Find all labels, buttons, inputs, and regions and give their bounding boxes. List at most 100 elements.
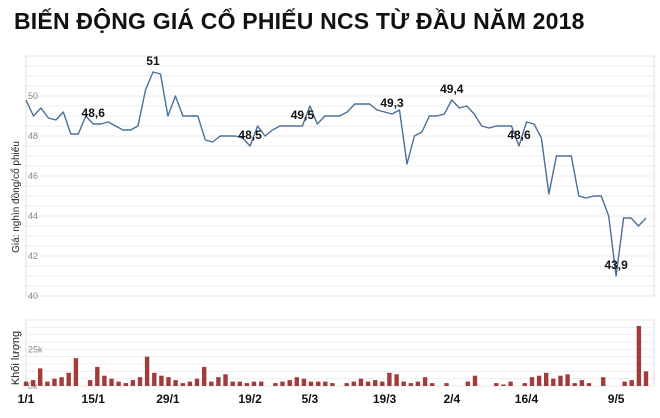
volume-bar	[444, 383, 449, 386]
volume-bar	[373, 380, 378, 386]
volume-bar	[643, 371, 649, 386]
volume-bar	[287, 380, 292, 386]
volume-bar	[387, 372, 392, 386]
volume-bar	[565, 374, 570, 386]
price-grid	[25, 55, 655, 297]
volume-bar	[323, 381, 328, 386]
volume-bar	[316, 381, 321, 386]
volume-bar	[230, 381, 235, 386]
x-tick-label: 19/3	[373, 392, 397, 406]
volume-bar	[622, 381, 627, 386]
volume-bar	[95, 366, 100, 386]
volume-bar	[38, 368, 43, 386]
volume-bar	[109, 378, 114, 386]
volume-bar	[579, 380, 585, 386]
volume-bar	[216, 377, 221, 386]
volume-bar	[422, 377, 428, 386]
volume-bar	[551, 378, 556, 386]
volume-bar	[144, 356, 150, 386]
volume-bar	[130, 380, 136, 386]
price-y-tick-label: 40	[28, 291, 38, 301]
volume-bar	[259, 381, 264, 386]
volume-bar	[344, 383, 349, 386]
x-tick-label: 2/4	[443, 392, 460, 406]
volume-bar	[544, 372, 549, 386]
volume-bar	[52, 378, 57, 386]
chart-title: BIẾN ĐỘNG GIÁ CỔ PHIẾU NCS TỪ ĐẦU NĂM 20…	[14, 8, 585, 34]
price-annotation: 48,5	[238, 128, 262, 142]
volume-bar	[536, 375, 542, 386]
volume-bar	[601, 377, 606, 386]
volume-bar	[408, 383, 413, 386]
price-line	[25, 71, 647, 277]
volume-bar	[501, 384, 506, 386]
volume-bar	[66, 372, 71, 386]
price-annotation: 49,5	[291, 108, 315, 122]
volume-bar	[529, 377, 535, 386]
x-tick-label: 19/2	[238, 392, 262, 406]
volume-bar	[365, 381, 371, 386]
volume-bar	[301, 378, 307, 386]
volume-bar	[166, 377, 171, 386]
volume-bars	[23, 325, 649, 386]
x-axis: 1/1 15/1 29/1 19/2 5/3 19/3 2/4 16/4 9/5	[18, 392, 625, 406]
price-annotations: 48,6 51 48,5 49,5 49,3 49,4 48,6 43,9	[82, 54, 629, 272]
volume-bar	[273, 383, 278, 386]
volume-bar	[586, 383, 592, 386]
volume-bar	[572, 383, 577, 386]
price-series	[25, 71, 647, 277]
price-y-tick-label: 46	[28, 171, 38, 181]
volume-bar	[636, 325, 642, 386]
volume-y-axis-label: Khối lượng	[10, 331, 22, 385]
volume-bar	[45, 381, 50, 386]
volume-bar	[137, 377, 143, 386]
price-annotation: 48,6	[507, 128, 531, 142]
volume-bar	[180, 383, 185, 386]
volume-bar	[308, 381, 314, 386]
price-annotation: 48,6	[82, 106, 106, 120]
volume-grid	[25, 319, 655, 387]
price-y-tick-label: 44	[28, 211, 38, 221]
volume-bar	[59, 377, 64, 386]
price-annotation: 51	[146, 54, 160, 68]
volume-bar	[280, 381, 285, 386]
volume-bar	[123, 383, 128, 386]
x-tick-label: 5/3	[302, 392, 319, 406]
x-tick-label: 1/1	[18, 392, 35, 406]
volume-bar	[629, 380, 634, 386]
volume-bar	[394, 374, 399, 386]
volume-bar	[558, 375, 563, 386]
volume-bar	[73, 358, 79, 386]
volume-y-tick-label: 25k	[28, 344, 43, 354]
volume-bar	[102, 375, 107, 386]
price-y-tick-label: 48	[28, 131, 38, 141]
volume-bar	[472, 375, 478, 386]
volume-bar	[351, 381, 356, 386]
volume-bar	[23, 381, 29, 386]
volume-bar	[202, 366, 207, 386]
volume-bar	[415, 381, 421, 386]
volume-bar	[159, 375, 164, 386]
volume-bar	[173, 380, 178, 386]
price-annotation: 49,4	[440, 82, 464, 96]
volume-bar	[87, 380, 93, 386]
volume-bar	[465, 381, 470, 386]
volume-bar	[494, 383, 499, 386]
volume-bar	[244, 383, 250, 386]
volume-bar	[508, 381, 513, 386]
volume-bar	[294, 377, 299, 386]
volume-bar	[116, 381, 121, 386]
volume-bar	[330, 383, 335, 386]
price-annotation: 49,3	[380, 96, 404, 110]
volume-bar	[251, 381, 257, 386]
volume-bar	[194, 378, 200, 386]
volume-bar	[187, 381, 193, 386]
volume-bar	[358, 378, 364, 386]
price-y-tick-label: 42	[28, 251, 38, 261]
volume-bar	[401, 381, 406, 386]
x-tick-label: 15/1	[82, 392, 106, 406]
price-y-tick-label: 50	[28, 91, 38, 101]
volume-bar	[380, 381, 385, 386]
x-tick-label: 29/1	[156, 392, 180, 406]
